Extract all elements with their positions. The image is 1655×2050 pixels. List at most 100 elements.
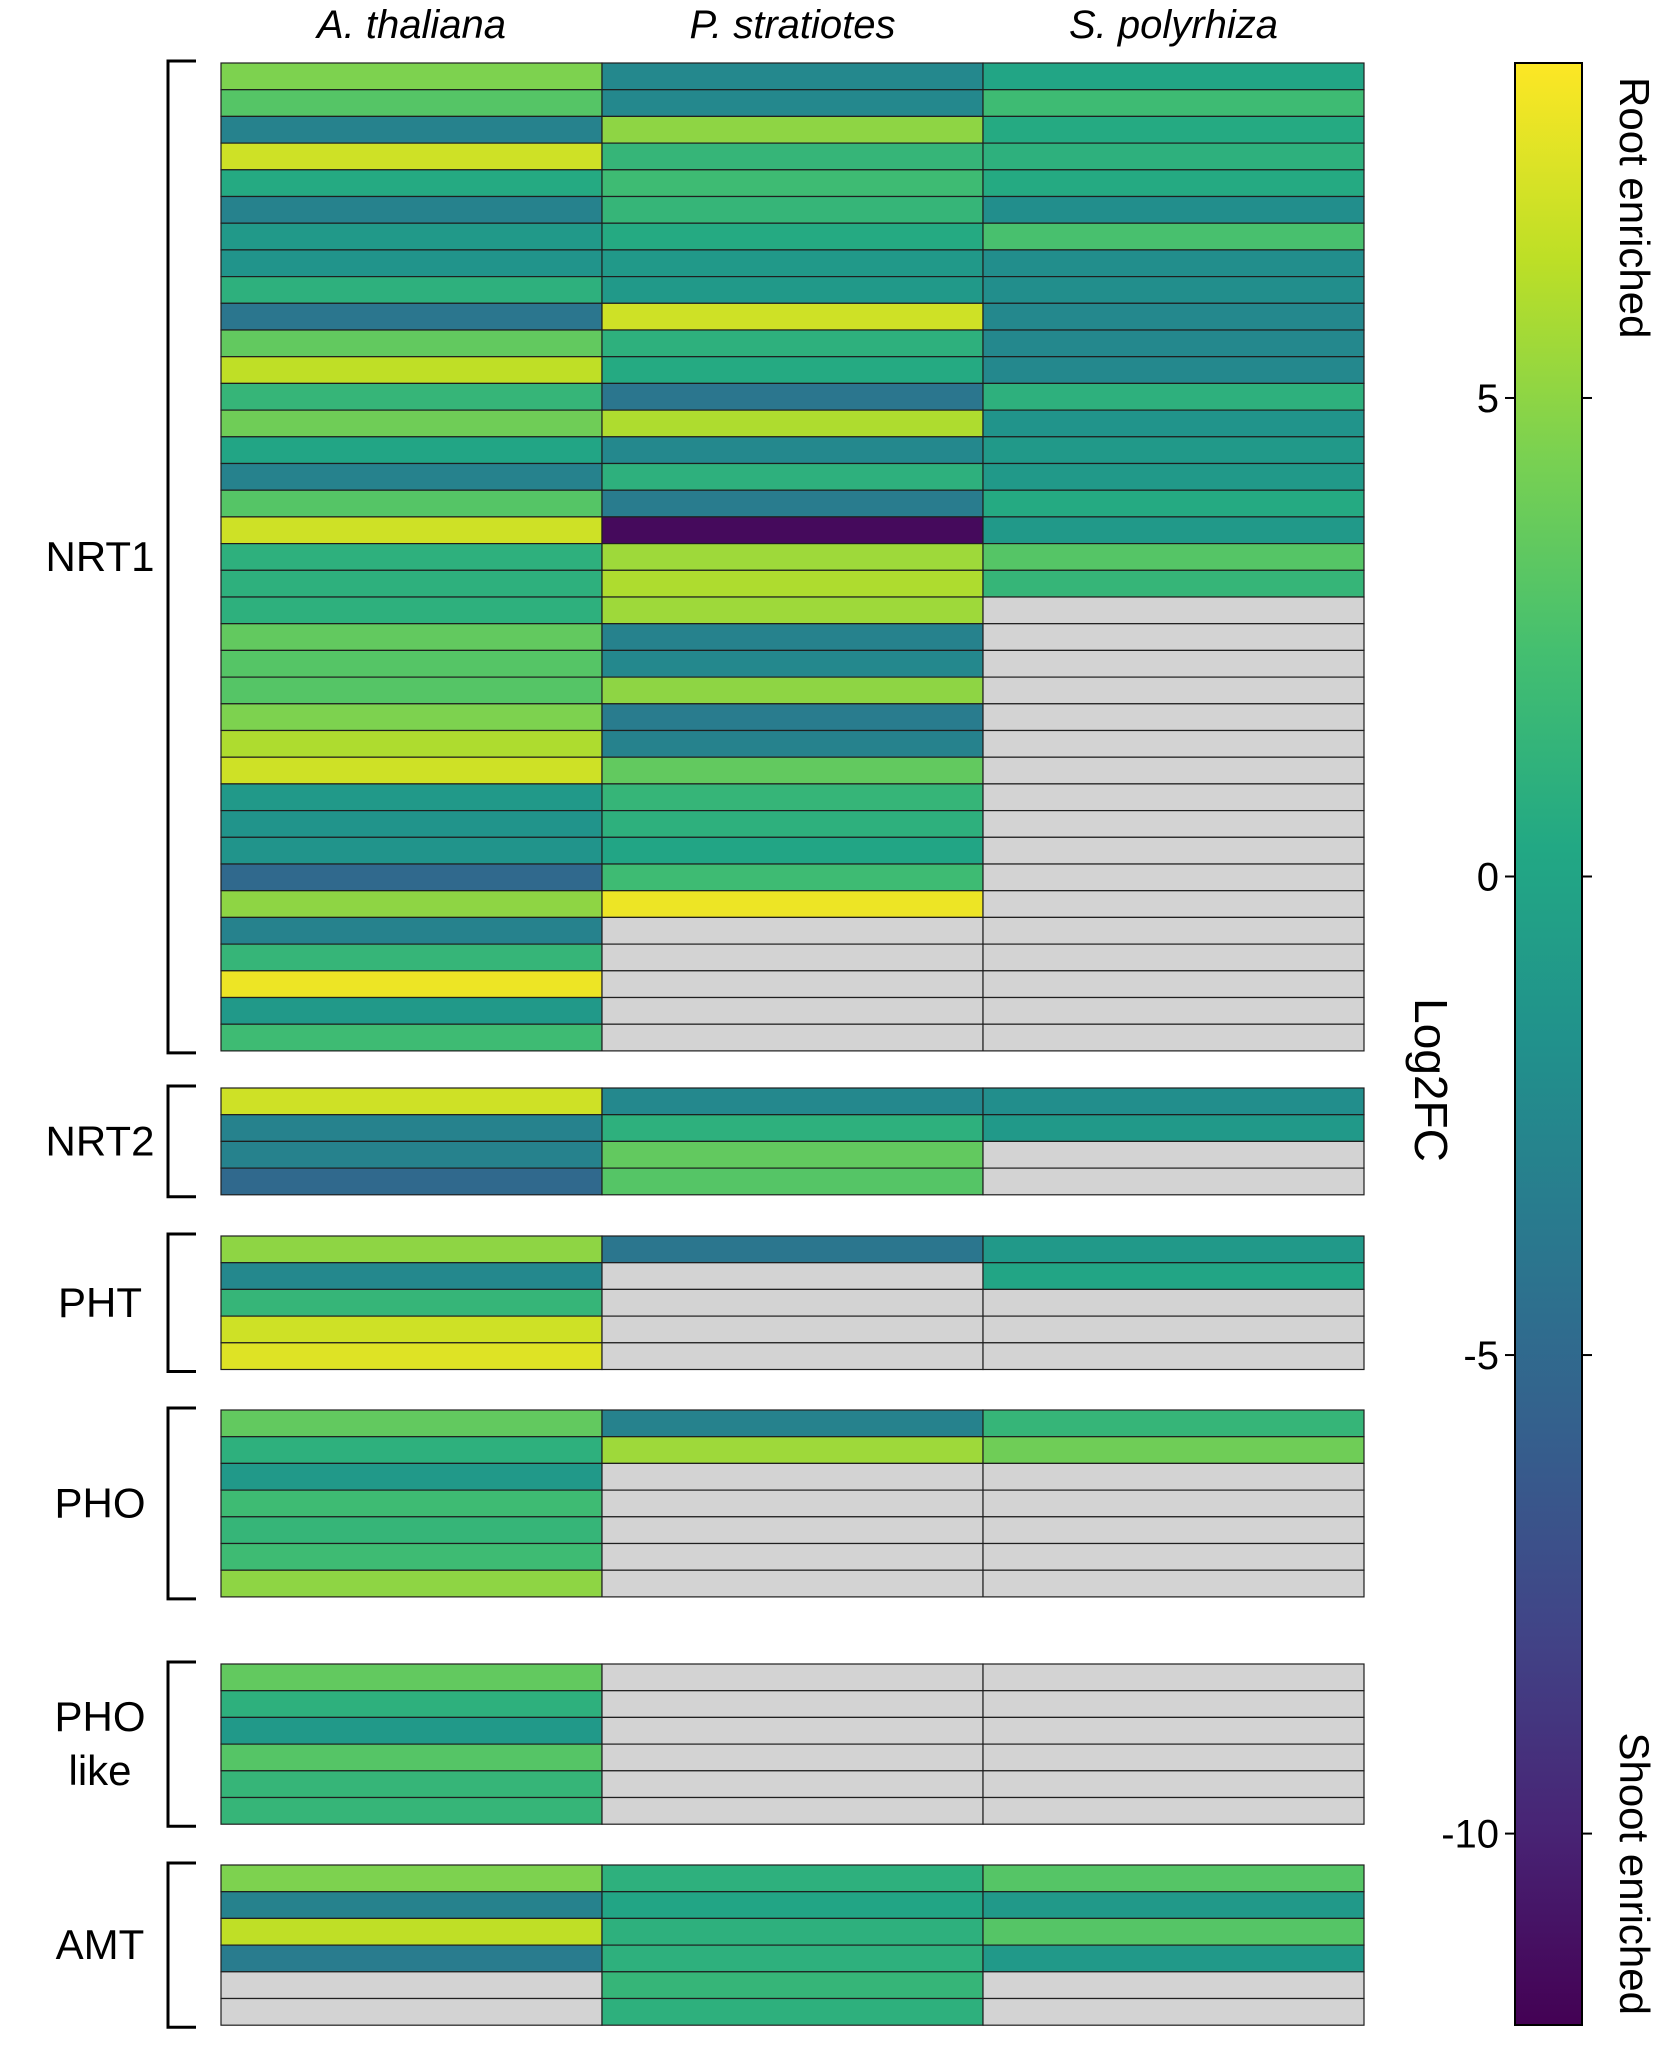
- heatmap-cell: [982, 596, 1365, 625]
- heatmap-cell: [982, 863, 1365, 892]
- group-label: like: [68, 1747, 131, 1794]
- heatmap-cell: [601, 1770, 984, 1799]
- heatmap-cell: [982, 1743, 1365, 1772]
- heatmap-cell: [220, 729, 603, 758]
- heatmap-cell: [220, 115, 603, 144]
- heatmap-cell: [982, 1262, 1365, 1290]
- heatmap-cell: [220, 1542, 603, 1571]
- heatmap-cell: [982, 356, 1365, 385]
- heatmap-cell: [220, 1516, 603, 1545]
- heatmap-cell: [982, 436, 1365, 465]
- group-bracket: [166, 1406, 196, 1601]
- heatmap-cell: [982, 1944, 1365, 1973]
- heatmap-cell: [220, 436, 603, 465]
- colorbar-tick-label: 5: [1477, 377, 1499, 421]
- heatmap-cell: [601, 62, 984, 91]
- heatmap-cell: [220, 943, 603, 972]
- heatmap-cell: [982, 649, 1365, 678]
- heatmap-cell: [982, 1542, 1365, 1571]
- heatmap-cell: [601, 1864, 984, 1893]
- heatmap-cell: [982, 462, 1365, 491]
- colorbar-label: Log2FC: [1405, 998, 1457, 1162]
- heatmap-cell: [982, 1315, 1365, 1344]
- heatmap-cell: [220, 1167, 603, 1196]
- heatmap-cell: [220, 1690, 603, 1718]
- heatmap-cell: [982, 1462, 1365, 1491]
- heatmap-cell: [601, 516, 984, 545]
- heatmap-cell: [982, 1997, 1365, 2026]
- heatmap-cell: [982, 1796, 1365, 1825]
- heatmap-cell: [982, 756, 1365, 785]
- heatmap-cell: [601, 809, 984, 838]
- heatmap-cell: [601, 356, 984, 385]
- heatmap-cell: [982, 1023, 1365, 1052]
- heatmap-cell: [601, 1023, 984, 1052]
- heatmap-cell: [220, 1891, 603, 1919]
- heatmap-cell: [220, 836, 603, 865]
- heatmap-cell: [601, 1971, 984, 2000]
- heatmap-cell: [220, 996, 603, 1025]
- heatmap-cell: [220, 970, 603, 999]
- heatmap-cell: [601, 996, 984, 1025]
- heatmap-cell: [220, 1114, 603, 1142]
- heatmap-cell: [982, 1663, 1365, 1692]
- heatmap-cell: [220, 703, 603, 732]
- heatmap-cell: [982, 115, 1365, 144]
- heatmap-cell: [601, 890, 984, 919]
- heatmap-cell: [220, 1489, 603, 1518]
- group-label: AMT: [56, 1921, 145, 1968]
- heatmap-cell: [220, 276, 603, 304]
- heatmap-cell: [982, 809, 1365, 838]
- heatmap-cell: [601, 1716, 984, 1745]
- group-bracket: [166, 1861, 196, 2029]
- heatmap-cell: [220, 1663, 603, 1692]
- heatmap-cell: [982, 329, 1365, 358]
- heatmap-cell: [220, 329, 603, 358]
- colorbar-tick-label: -5: [1463, 1334, 1499, 1378]
- heatmap-cell: [982, 62, 1365, 91]
- heatmap-cell: [601, 302, 984, 331]
- heatmap-cell: [601, 462, 984, 491]
- heatmap-cell: [220, 1716, 603, 1745]
- heatmap-cell: [982, 916, 1365, 945]
- group-label: PHO: [54, 1693, 145, 1740]
- heatmap-cell: [220, 756, 603, 785]
- group-label: NRT1: [46, 533, 155, 580]
- heatmap-cell: [982, 783, 1365, 812]
- heatmap-cell: [982, 1690, 1365, 1718]
- colorbar-tick-label: 0: [1477, 856, 1499, 900]
- heatmap-cell: [220, 62, 603, 91]
- heatmap-cell: [220, 489, 603, 518]
- heatmap-cell: [601, 1542, 984, 1571]
- heatmap-cell: [220, 1997, 603, 2026]
- heatmap-cell: [601, 729, 984, 758]
- heatmap-cell: [982, 222, 1365, 251]
- heatmap-cell: [220, 1917, 603, 1946]
- heatmap-cell: [220, 1235, 603, 1264]
- heatmap-cell: [982, 1864, 1365, 1893]
- group-label: PHO: [54, 1479, 145, 1526]
- heatmap-cell: [220, 195, 603, 224]
- heatmap-cell: [982, 703, 1365, 732]
- heatmap-cell: [982, 569, 1365, 598]
- heatmap-cell: [220, 409, 603, 438]
- heatmap-cell: [601, 1140, 984, 1169]
- column-header: S. polyrhiza: [1069, 3, 1278, 47]
- heatmap-cell: [601, 1917, 984, 1946]
- heatmap-cell: [220, 1796, 603, 1825]
- heatmap-cell: [220, 1743, 603, 1772]
- heatmap-cell: [601, 1462, 984, 1491]
- heatmap-cell: [220, 1315, 603, 1344]
- heatmap-cell: [982, 1516, 1365, 1545]
- heatmap-cell: [220, 356, 603, 385]
- heatmap-cell: [601, 649, 984, 678]
- heatmap-cell: [601, 1167, 984, 1196]
- heatmap-cell: [601, 1690, 984, 1718]
- heatmap-cell: [601, 623, 984, 652]
- heatmap-cell: [601, 169, 984, 198]
- heatmap-cell: [601, 703, 984, 732]
- heatmap-cell: [220, 1023, 603, 1052]
- heatmap-cell: [982, 89, 1365, 117]
- heatmap-cell: [220, 1971, 603, 2000]
